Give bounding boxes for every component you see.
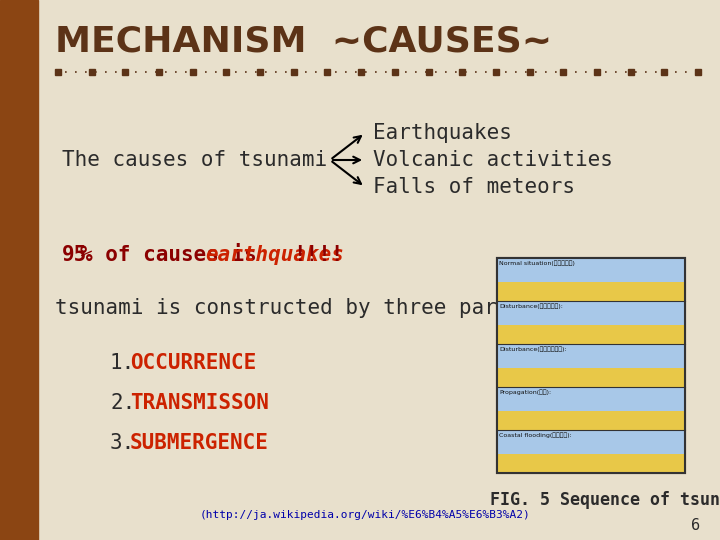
Bar [661, 69, 667, 75]
Bar [55, 69, 61, 75]
Bar [493, 69, 499, 75]
Bar [358, 69, 364, 75]
Text: SUBMERGENCE: SUBMERGENCE [130, 433, 269, 453]
Bar [497, 301, 685, 325]
Bar [497, 368, 685, 387]
Text: The causes of tsunami: The causes of tsunami [62, 150, 327, 170]
Text: 3.: 3. [110, 433, 135, 453]
Bar [695, 69, 701, 75]
Bar [0, 0, 38, 540]
Bar [257, 69, 263, 75]
Text: Propagation(伝播):: Propagation(伝播): [499, 389, 551, 395]
Bar [426, 69, 431, 75]
Text: Disturbance(圏擾乱発生):: Disturbance(圏擾乱発生): [499, 303, 563, 308]
Text: 1.: 1. [110, 353, 135, 373]
Bar [459, 69, 465, 75]
Bar [156, 69, 162, 75]
Text: FIG. 5 Sequence of tsunami: FIG. 5 Sequence of tsunami [490, 490, 720, 509]
Text: Earthquakes: Earthquakes [373, 123, 512, 143]
Bar [392, 69, 398, 75]
Bar [497, 325, 685, 344]
Text: Falls of meteors: Falls of meteors [373, 177, 575, 197]
Text: Disturbance(圏擾乱の発生):: Disturbance(圏擾乱の発生): [499, 346, 567, 352]
Text: !!!!: !!!! [293, 245, 343, 265]
Bar [497, 454, 685, 473]
Bar [497, 410, 685, 430]
Bar [122, 69, 128, 75]
Bar [190, 69, 196, 75]
Text: MECHANISM  ~CAUSES~: MECHANISM ~CAUSES~ [55, 25, 552, 59]
Text: OCCURRENCE: OCCURRENCE [130, 353, 256, 373]
Text: Volcanic activities: Volcanic activities [373, 150, 613, 170]
Text: earthquakes: earthquakes [205, 245, 344, 265]
Bar [497, 430, 685, 454]
Bar [497, 258, 685, 282]
Bar [325, 69, 330, 75]
Text: tsunami is constructed by three parts.: tsunami is constructed by three parts. [55, 298, 535, 318]
Text: Coastal flooding(海岸浸水):: Coastal flooding(海岸浸水): [499, 432, 572, 437]
Text: Normal situation(通常の状態): Normal situation(通常の状態) [499, 260, 575, 266]
Text: (http://ja.wikipedia.org/wiki/%E6%B4%A5%E6%B3%A2): (http://ja.wikipedia.org/wiki/%E6%B4%A5%… [200, 510, 531, 520]
Bar [497, 258, 685, 473]
Bar [526, 69, 533, 75]
Bar [291, 69, 297, 75]
Text: TRANSMISSON: TRANSMISSON [130, 393, 269, 413]
Bar [89, 69, 95, 75]
Text: 6: 6 [691, 518, 700, 533]
Bar [560, 69, 566, 75]
Bar [497, 344, 685, 368]
Text: % of causes is: % of causes is [80, 245, 269, 265]
Bar [497, 258, 685, 473]
Bar [223, 69, 230, 75]
Bar [594, 69, 600, 75]
Bar [497, 387, 685, 410]
Text: 95: 95 [62, 245, 87, 265]
Bar [628, 69, 634, 75]
Text: 2.: 2. [110, 393, 135, 413]
Bar [497, 282, 685, 301]
